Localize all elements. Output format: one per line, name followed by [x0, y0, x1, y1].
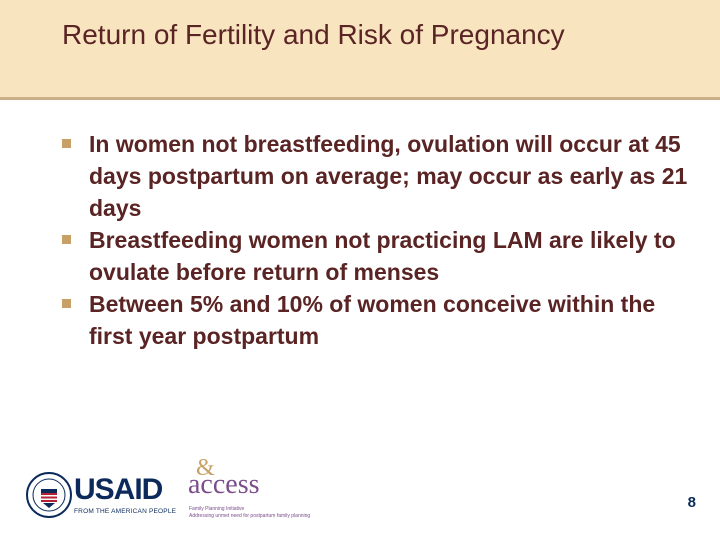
usaid-tagline: FROM THE AMERICAN PEOPLE	[74, 508, 177, 515]
bullet-text: In women not breastfeeding, ovulation wi…	[89, 131, 688, 221]
bullet-text: Between 5% and 10% of women conceive wit…	[89, 291, 656, 349]
square-bullet-icon	[62, 139, 71, 148]
bullet-item: Between 5% and 10% of women conceive wit…	[62, 288, 692, 352]
bullet-item: Breastfeeding women not practicing LAM a…	[62, 224, 692, 288]
title-band: Return of Fertility and Risk of Pregnanc…	[0, 0, 720, 100]
usaid-logo-text: USAID	[74, 473, 163, 506]
square-bullet-icon	[62, 299, 71, 308]
access-tagline: Addressing unmet need for postpartum fam…	[189, 513, 311, 519]
square-bullet-icon	[62, 235, 71, 244]
usaid-seal-icon	[26, 472, 72, 518]
footer-logos: USAID FROM THE AMERICAN PEOPLE & access …	[0, 456, 720, 540]
bullet-text: Breastfeeding women not practicing LAM a…	[89, 227, 676, 285]
page-number: 8	[687, 494, 696, 511]
slide-title: Return of Fertility and Risk of Pregnanc…	[62, 19, 565, 50]
access-logo-text: access	[188, 469, 260, 500]
bullet-item: In women not breastfeeding, ovulation wi…	[62, 128, 692, 224]
bullet-list: In women not breastfeeding, ovulation wi…	[62, 128, 692, 352]
access-subtitle: Family Planning Initiative	[189, 506, 245, 512]
access-ampersand-icon: &	[196, 455, 215, 481]
